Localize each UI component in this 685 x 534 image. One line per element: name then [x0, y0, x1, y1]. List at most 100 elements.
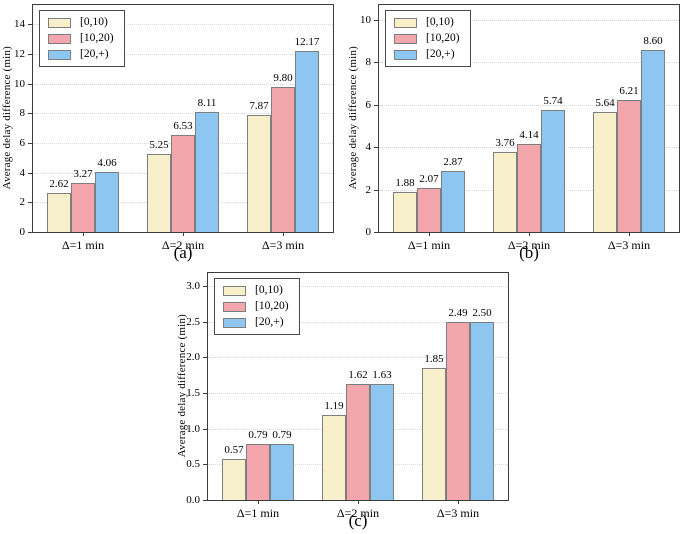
bar-c-s2-g0: [270, 443, 294, 500]
y-tick-label: 2.5: [186, 315, 200, 328]
gridline-10: [33, 83, 333, 85]
y-tick-mark-8: [374, 62, 378, 64]
bar-c-s1-g2: [446, 322, 470, 500]
bar-a-s1-g1: [171, 135, 195, 232]
legend-item: [10,20): [48, 32, 114, 45]
y-tick-mark-1.5: [203, 392, 207, 394]
bar-value-label: 2.07: [419, 173, 439, 186]
x-tick-mark-1: [183, 232, 184, 236]
legend-item-label: [0,10): [255, 284, 283, 296]
bar-value-label: 2.62: [49, 178, 69, 191]
x-tick-mark-0: [83, 232, 84, 236]
x-category-label: Δ=3 min: [261, 238, 305, 252]
gridline-8: [379, 62, 679, 64]
bar-value-label: 6.53: [173, 120, 193, 133]
x-tick-mark-2: [283, 232, 284, 236]
y-tick-mark-2: [374, 189, 378, 191]
bar-c-s0-g0: [222, 459, 246, 500]
x-tick-mark-2: [629, 232, 630, 236]
x-category-label: Δ=3 min: [607, 238, 651, 252]
bar-a-s0-g0: [47, 193, 71, 232]
legend-swatch-icon: [394, 33, 417, 44]
legend-item-label: [0,10): [426, 16, 454, 28]
y-tick-label: 2: [365, 183, 372, 196]
legend: [0,10) [10,20) [20,+): [385, 10, 471, 67]
legend-item: [10,20): [223, 300, 289, 313]
legend-item-label: [20,+): [426, 48, 455, 60]
legend-swatch-icon: [223, 317, 246, 328]
bar-c-s1-g0: [246, 443, 270, 500]
bar-value-label: 7.87: [249, 100, 269, 113]
legend-item: [20,+): [48, 48, 114, 61]
chart-b: Average delay difference (min) 0 2 4 6 8 10 1.…: [346, 0, 685, 266]
bar-a-s2-g0: [95, 171, 119, 232]
legend-swatch-icon: [48, 17, 71, 28]
y-axis-label: Average delay difference (min): [346, 4, 360, 231]
y-tick-mark-0: [28, 232, 32, 233]
bar-a-s1-g0: [71, 183, 95, 232]
bar-value-label: 0.79: [248, 428, 268, 441]
bar-value-label: 1.19: [324, 400, 344, 413]
legend-item: [0,10): [223, 284, 289, 297]
legend-swatch-icon: [394, 49, 417, 60]
bar-a-s2-g2: [295, 51, 319, 232]
chart-caption-a: (a): [173, 243, 193, 262]
legend-item-label: [0,10): [80, 16, 108, 28]
x-tick-mark-1: [529, 232, 530, 236]
plot-area-b: 0 2 4 6 8 10 1.88 3.76 5.64 2.07 4.14 6.21 2.87 5.74 8…: [360, 4, 680, 252]
bar-b-s1-g0: [417, 188, 441, 232]
y-tick-label: 2.0: [186, 351, 200, 364]
x-category-label: Δ=3 min: [436, 506, 480, 520]
x-tick-mark-2: [458, 500, 459, 504]
y-tick-label: 14: [14, 18, 25, 31]
y-tick-mark-0.0: [203, 500, 207, 501]
y-tick-label: 8: [19, 107, 26, 120]
x-category-label: Δ=2 min: [336, 506, 380, 520]
chart-c: Average delay difference (min) 0.0 0.5 1.0…: [175, 268, 514, 534]
bar-value-label: 12.17: [294, 36, 320, 49]
bar-b-s2-g1: [541, 110, 565, 232]
bar-value-label: 5.64: [595, 97, 615, 110]
y-tick-label: 10: [14, 77, 25, 90]
legend-swatch-icon: [223, 285, 246, 296]
bar-value-label: 0.79: [272, 428, 292, 441]
y-tick-mark-12: [28, 53, 32, 55]
bar-value-label: 1.63: [372, 368, 392, 381]
y-tick-mark-10: [374, 19, 378, 21]
y-tick-mark-6: [28, 142, 32, 144]
x-category-label: Δ=1 min: [61, 238, 105, 252]
legend-item-label: [10,20): [80, 32, 114, 44]
gridline-2.5: [208, 321, 508, 323]
y-tick-label: 1.0: [186, 422, 200, 435]
legend-swatch-icon: [223, 301, 246, 312]
bar-b-s2-g0: [441, 171, 465, 232]
y-tick-mark-8: [28, 113, 32, 115]
y-tick-mark-14: [28, 24, 32, 26]
gridline-6: [379, 104, 679, 106]
x-category-label: Δ=2 min: [161, 238, 205, 252]
bar-b-s0-g1: [493, 152, 517, 232]
bar-value-label: 2.87: [443, 156, 463, 169]
y-tick-label: 0: [19, 226, 26, 238]
y-tick-label: 0: [365, 226, 372, 238]
y-tick-mark-3.0: [203, 285, 207, 287]
y-tick-mark-0.5: [203, 464, 207, 466]
y-tick-mark-1.0: [203, 428, 207, 430]
bar-b-s1-g2: [617, 100, 641, 232]
x-tick-mark-0: [429, 232, 430, 236]
bar-value-label: 4.14: [519, 129, 539, 142]
gridline-12: [33, 53, 333, 55]
gridline-3.0: [208, 285, 508, 287]
plot-area-a: 0 2 4 6 8 10 12 14 2.62 5.25 7.87 3.27 6.53 9.80 4.06 8…: [14, 4, 334, 252]
y-tick-mark-0: [374, 232, 378, 233]
bar-b-s1-g1: [517, 144, 541, 232]
bar-value-label: 3.27: [73, 168, 93, 181]
bar-value-label: 5.25: [149, 139, 169, 152]
bar-value-label: 3.76: [495, 137, 515, 150]
y-tick-label: 4: [365, 141, 372, 154]
x-tick-mark-0: [258, 500, 259, 504]
y-tick-label: 4: [19, 166, 26, 179]
legend-item: [10,20): [394, 32, 460, 45]
gridline-8: [33, 113, 333, 115]
